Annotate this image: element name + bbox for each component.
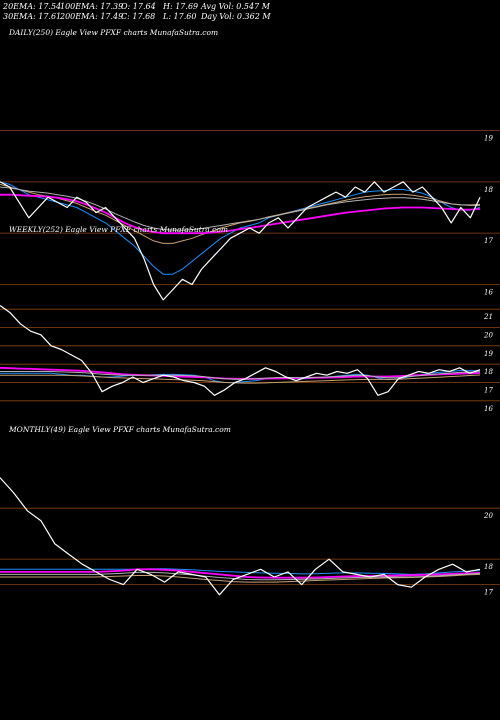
low-label: L: 17.60 xyxy=(163,12,197,21)
monthly-ma-mid-line xyxy=(0,573,481,583)
weekly-y-tick-label: 21 xyxy=(483,313,493,321)
weekly-panel: 21 20 19 18 17 16 xyxy=(0,305,500,413)
monthly-y-tick-label: 17 xyxy=(484,589,493,597)
monthly-y-tick-label: 20 xyxy=(483,512,493,520)
ema100-label: 100EMA: 17.39 xyxy=(60,2,124,11)
ema30-label: 30EMA: 17.61 xyxy=(3,12,62,21)
monthly-price-line xyxy=(0,477,481,596)
monthly-ma-fast-line xyxy=(0,568,481,575)
weekly-y-tick-label: 20 xyxy=(483,332,493,340)
daily-price-line xyxy=(0,181,481,301)
monthly-panel: 20 18 17 xyxy=(0,477,500,597)
daily-y-tick-label: 19 xyxy=(484,135,493,143)
weekly-y-tick-label: 16 xyxy=(484,405,493,413)
ema20-label: 20EMA: 17.54 xyxy=(3,2,62,11)
daily-ma-fast-line xyxy=(0,181,481,275)
weekly-ma-grey-line xyxy=(0,371,481,380)
daily-ma-slow-line xyxy=(0,193,481,235)
daily-chart-title: DAILY(250) Eagle View PFXF charts Munafa… xyxy=(9,28,219,37)
weekly-y-tick-label: 18 xyxy=(484,368,493,376)
monthly-y-tick-label: 18 xyxy=(484,563,493,571)
daily-panel: 19 18 17 16 xyxy=(0,130,500,301)
monthly-ma-grey-line xyxy=(0,571,481,581)
daily-ma-mid-line xyxy=(0,183,481,244)
open-label: O: 17.64 xyxy=(121,2,156,11)
high-label: H: 17.69 xyxy=(163,2,199,11)
weekly-chart-title: WEEKLY(252) Eagle View PFXF charts Munaf… xyxy=(9,225,228,234)
weekly-y-tick-label: 17 xyxy=(484,387,493,395)
day-vol-label: Day Vol: 0.362 M xyxy=(201,12,271,21)
weekly-y-tick-label: 19 xyxy=(484,350,493,358)
avg-vol-label: Avg Vol: 0.547 M xyxy=(201,2,270,11)
weekly-ma-mid-line xyxy=(0,374,481,384)
monthly-chart-title: MONTHLY(49) Eagle View PFXF charts Munaf… xyxy=(9,425,231,434)
ema200-label: 200EMA: 17.49 xyxy=(60,12,124,21)
daily-y-tick-label: 16 xyxy=(484,288,493,296)
daily-y-tick-label: 18 xyxy=(484,186,493,194)
daily-ma-grey-line xyxy=(0,186,480,231)
weekly-price-line xyxy=(0,305,481,396)
daily-y-tick-label: 17 xyxy=(484,237,493,245)
close-label: C: 17.68 xyxy=(121,12,156,21)
